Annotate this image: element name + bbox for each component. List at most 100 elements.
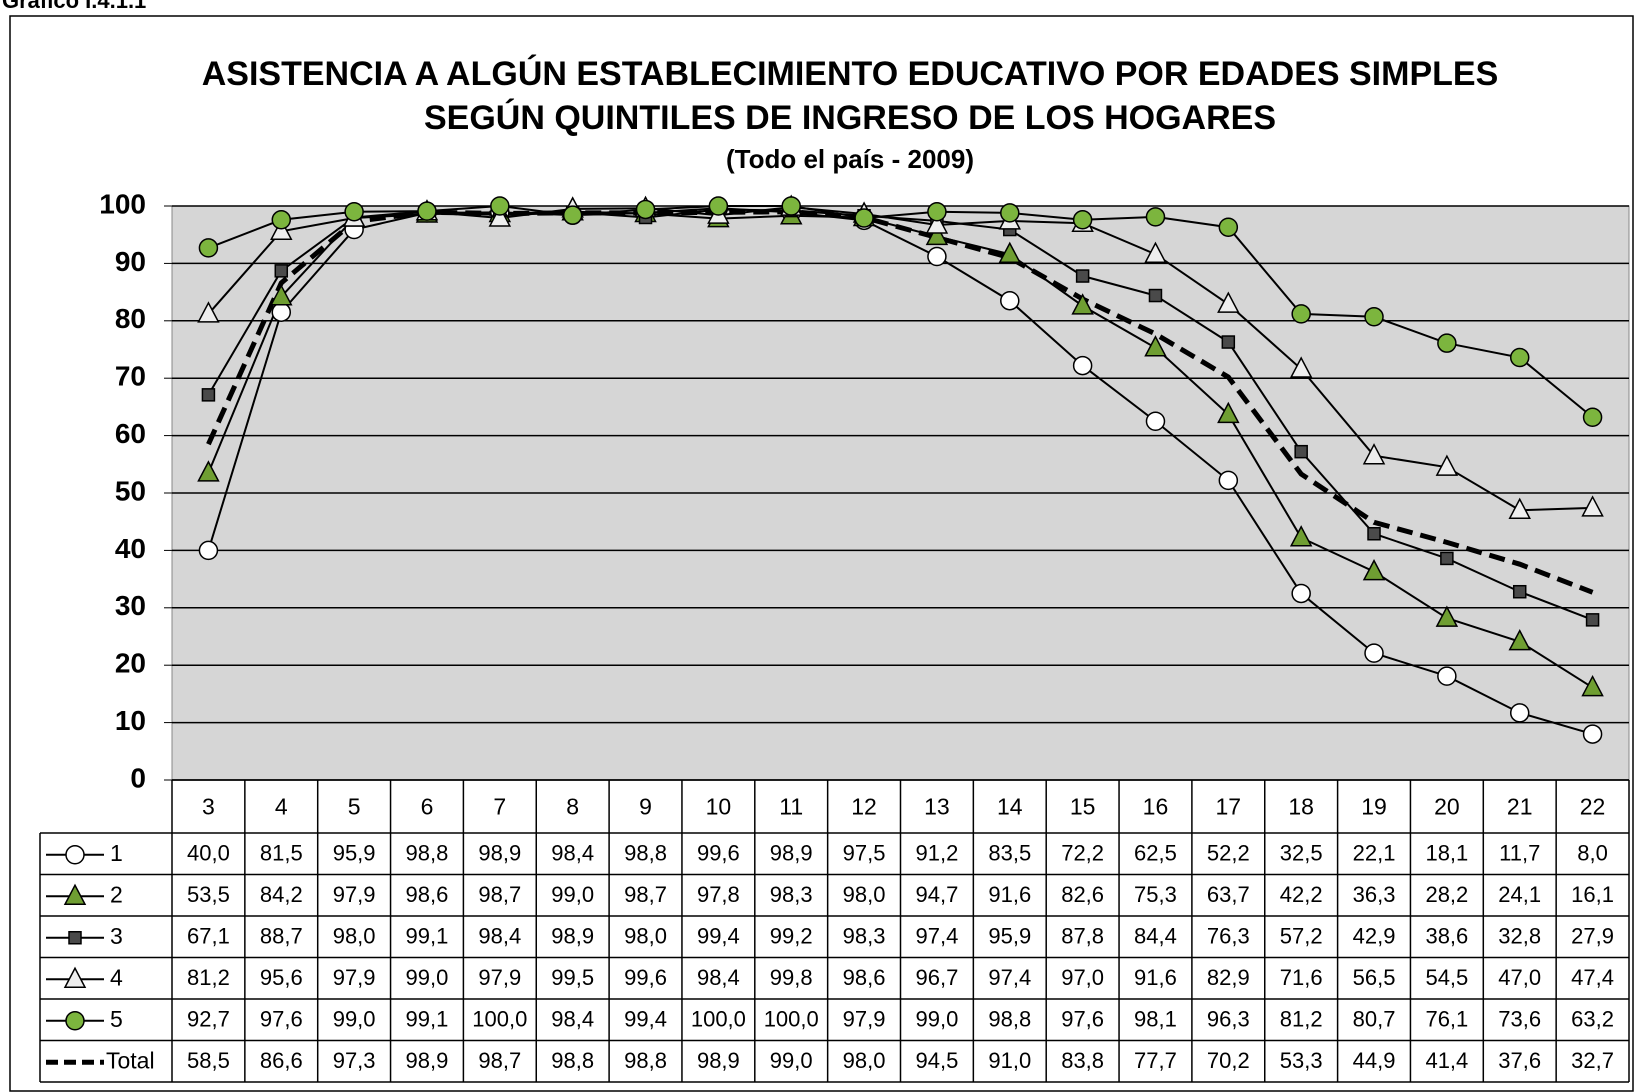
marker xyxy=(1362,559,1386,581)
marker xyxy=(344,201,364,222)
y-tick-label: 60 xyxy=(115,418,146,449)
x-tick-label: 18 xyxy=(1288,794,1314,820)
marker xyxy=(1367,527,1381,541)
table-value: 32,8 xyxy=(1498,924,1541,949)
table-value: 97,5 xyxy=(843,841,886,866)
marker xyxy=(274,264,289,278)
table-value: 96,7 xyxy=(916,965,959,990)
table-value: 97,4 xyxy=(988,965,1031,990)
table-value: 97,9 xyxy=(333,965,376,990)
marker xyxy=(1148,288,1163,303)
table-value: 16,1 xyxy=(1571,882,1614,907)
table-value: 75,3 xyxy=(1134,882,1177,907)
legend-entry: Total xyxy=(46,1047,155,1073)
table-value: 52,2 xyxy=(1207,841,1250,866)
table-value: 42,9 xyxy=(1353,924,1396,949)
marker xyxy=(197,301,220,323)
x-tick-label: 19 xyxy=(1361,794,1387,820)
marker xyxy=(1437,666,1457,686)
table-value: 70,2 xyxy=(1207,1048,1250,1073)
legend-label: 5 xyxy=(110,1006,123,1032)
marker xyxy=(1000,290,1020,311)
marker xyxy=(1582,407,1603,427)
marker xyxy=(63,966,87,988)
marker xyxy=(1072,210,1093,230)
table-value: 54,5 xyxy=(1425,965,1468,990)
marker xyxy=(998,241,1022,263)
table-value: 81,5 xyxy=(260,841,303,866)
chart-title: ASISTENCIA A ALGÚN ESTABLECIMIENTO EDUCA… xyxy=(201,55,1499,137)
table-value: 58,5 xyxy=(187,1048,230,1073)
marker xyxy=(270,218,293,241)
marker xyxy=(488,205,512,227)
table-value: 56,5 xyxy=(1353,965,1396,990)
marker xyxy=(198,540,219,561)
marker xyxy=(271,302,292,322)
table-value: 32,7 xyxy=(1571,1048,1614,1073)
table-value: 98,9 xyxy=(478,841,521,866)
marker xyxy=(1144,335,1167,357)
table-value: 98,6 xyxy=(843,965,886,990)
marker xyxy=(1144,241,1167,263)
marker xyxy=(925,212,949,234)
table-value: 100,0 xyxy=(691,1007,746,1032)
table-value: 98,9 xyxy=(551,924,594,949)
table-value: 98,8 xyxy=(406,841,449,866)
x-tick-label: 5 xyxy=(348,794,361,820)
table-value: 99,0 xyxy=(916,1007,959,1032)
table-value: 99,6 xyxy=(697,841,740,866)
marker xyxy=(198,238,219,258)
marker xyxy=(1145,207,1166,227)
marker xyxy=(708,196,729,216)
marker xyxy=(1289,525,1313,547)
marker xyxy=(1364,643,1384,663)
marker xyxy=(925,223,949,246)
caption: Gráfico I.4.1.1 xyxy=(2,0,147,13)
table-value: 71,6 xyxy=(1280,965,1323,990)
table-value: 8,0 xyxy=(1577,841,1608,866)
table-value: 91,2 xyxy=(916,841,959,866)
legend-entry: 2 xyxy=(46,881,123,907)
table-value: 99,8 xyxy=(770,965,813,990)
x-tick-label: 22 xyxy=(1580,794,1606,820)
x-tick-label: 17 xyxy=(1216,794,1242,820)
table-value: 47,4 xyxy=(1571,965,1614,990)
marker xyxy=(270,284,293,306)
y-tick-label: 40 xyxy=(115,533,146,564)
x-tick-label: 8 xyxy=(566,794,579,820)
table-value: 91,6 xyxy=(988,882,1031,907)
table-value: 95,9 xyxy=(988,924,1031,949)
table-value: 99,0 xyxy=(770,1048,813,1073)
table-value: 88,7 xyxy=(260,924,303,949)
table-value: 98,8 xyxy=(624,1048,667,1073)
table-value: 83,5 xyxy=(988,841,1031,866)
table-value: 81,2 xyxy=(187,965,230,990)
marker xyxy=(201,388,216,402)
table-value: 99,1 xyxy=(406,924,449,949)
marker xyxy=(1581,495,1604,517)
table-value: 40,0 xyxy=(187,841,230,866)
x-tick-label: 14 xyxy=(997,794,1023,820)
legend-entry: 5 xyxy=(46,1006,123,1032)
table-value: 92,7 xyxy=(187,1007,230,1032)
table-value: 97,3 xyxy=(333,1048,376,1073)
table-value: 53,3 xyxy=(1280,1048,1323,1073)
marker xyxy=(1294,444,1308,459)
marker xyxy=(1291,304,1311,324)
marker xyxy=(1435,454,1459,476)
table-value: 99,5 xyxy=(551,965,594,990)
marker xyxy=(1585,613,1600,627)
table-value: 22,1 xyxy=(1353,841,1396,866)
x-tick-label: 12 xyxy=(851,794,877,820)
legend-label: 1 xyxy=(110,840,123,866)
table-value: 99,6 xyxy=(624,965,667,990)
table-value: 32,5 xyxy=(1280,841,1323,866)
table-value: 11,7 xyxy=(1499,841,1540,866)
table-value: 73,6 xyxy=(1498,1007,1541,1032)
x-tick-label: 13 xyxy=(924,794,950,820)
table-value: 98,4 xyxy=(551,841,594,866)
table-value: 80,7 xyxy=(1353,1007,1396,1032)
table-value: 98,3 xyxy=(770,882,813,907)
table-value: 99,0 xyxy=(551,882,594,907)
table-value: 72,2 xyxy=(1061,841,1104,866)
